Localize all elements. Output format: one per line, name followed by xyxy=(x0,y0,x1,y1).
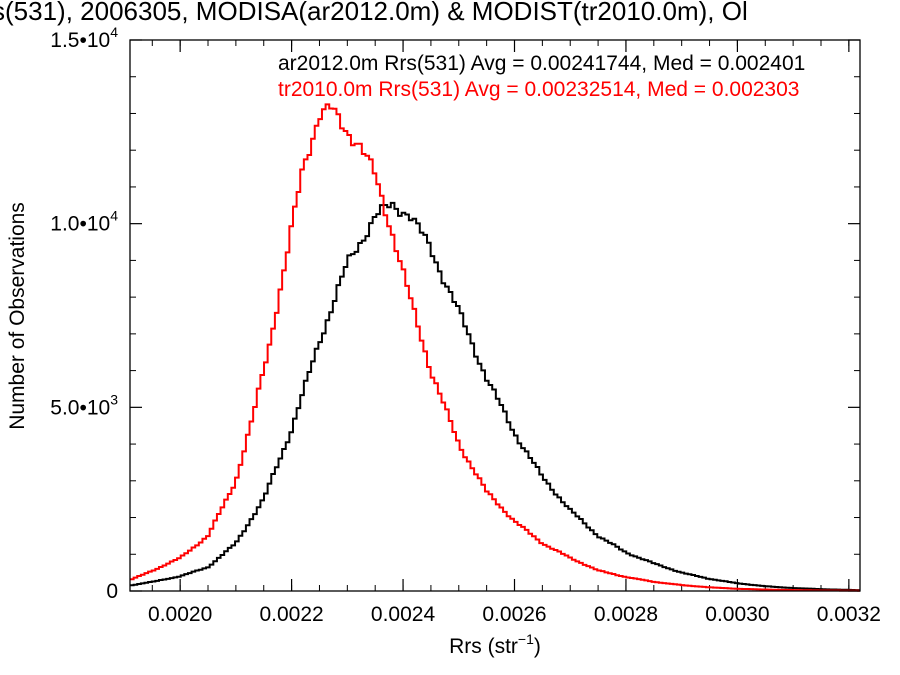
x-tick-label: 0.0030 xyxy=(705,603,769,626)
plot-frame xyxy=(129,39,861,592)
series-line-ar2012 xyxy=(130,201,860,592)
x-tick-label: 0.0032 xyxy=(817,603,881,626)
legend-entry: tr2010.0m Rrs(531) Avg = 0.00232514, Med… xyxy=(278,78,799,101)
y-tick-label: 1.5•104 xyxy=(50,24,118,52)
x-tick-label: 0.0022 xyxy=(259,603,323,626)
y-axis-label: Number of Observations xyxy=(6,202,29,430)
series-layer xyxy=(130,103,860,592)
ticks-layer: 0.0020 0.0022 0.0024 0.0026 0.0028 0.0030 0.00… xyxy=(50,24,881,626)
legend-entry: ar2012.0m Rrs(531) Avg = 0.00241744, Med… xyxy=(278,52,805,75)
series-line-tr2010 xyxy=(130,103,860,592)
legend: ar2012.0m Rrs(531) Avg = 0.00241744, Med… xyxy=(278,52,805,101)
y-tick-label: 1.0•104 xyxy=(50,208,118,236)
x-tick-label: 0.0024 xyxy=(371,603,436,626)
y-tick-label: 0 xyxy=(106,580,118,603)
x-tick-label: 0.0020 xyxy=(148,603,212,626)
x-tick-label: 0.0026 xyxy=(482,603,546,626)
chart-title: s(531), 2006305, MODISA(ar2012.0m) & MOD… xyxy=(0,0,748,26)
x-axis-label: Rrs (str−1) xyxy=(449,631,541,658)
y-tick-label: 5.0•103 xyxy=(50,391,118,419)
x-tick-label: 0.0028 xyxy=(594,603,658,626)
